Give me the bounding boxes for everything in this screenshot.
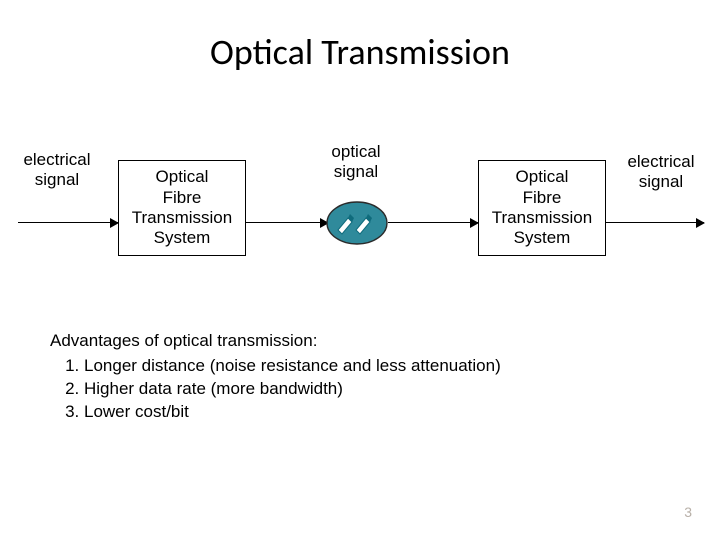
box-tx-left: OpticalFibreTransmissionSystem bbox=[118, 160, 246, 256]
advantages-heading: Advantages of optical transmission: bbox=[50, 330, 670, 353]
label-electrical-in: electricalsignal bbox=[12, 150, 102, 191]
arrow-left-to-fiber bbox=[246, 222, 328, 223]
advantage-item: Higher data rate (more bandwidth) bbox=[84, 378, 670, 401]
arrow-in-left bbox=[18, 222, 118, 223]
advantage-item: Longer distance (noise resistance and le… bbox=[84, 355, 670, 378]
slide-title: Optical Transmission bbox=[0, 30, 720, 74]
label-electrical-out: electricalsignal bbox=[616, 152, 706, 193]
fiber-icon bbox=[326, 196, 388, 255]
advantage-item: Lower cost/bit bbox=[84, 401, 670, 424]
box-tx-right: OpticalFibreTransmissionSystem bbox=[478, 160, 606, 256]
advantages-block: Advantages of optical transmission: Long… bbox=[50, 330, 670, 424]
label-optical: opticalsignal bbox=[316, 142, 396, 183]
page-number: 3 bbox=[684, 504, 692, 520]
slide: Optical Transmission electricalsignal Op… bbox=[0, 0, 720, 540]
arrow-fiber-to-right bbox=[388, 222, 478, 223]
arrow-out-right bbox=[606, 222, 704, 223]
advantages-list: Longer distance (noise resistance and le… bbox=[50, 355, 670, 424]
